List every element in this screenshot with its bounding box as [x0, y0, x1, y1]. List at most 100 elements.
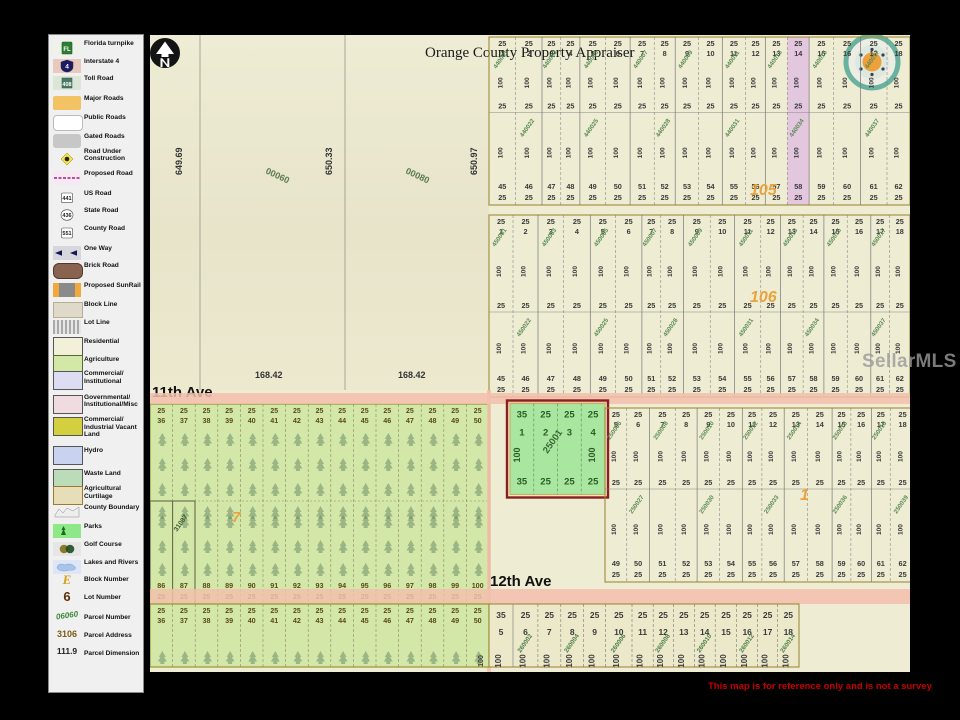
svg-text:100: 100	[612, 654, 621, 668]
svg-text:59: 59	[817, 182, 825, 191]
svg-text:44: 44	[338, 616, 346, 625]
svg-text:25: 25	[877, 478, 885, 487]
svg-text:100: 100	[837, 524, 844, 535]
svg-text:25: 25	[497, 385, 505, 394]
svg-text:25: 25	[589, 39, 597, 48]
svg-text:10: 10	[718, 227, 726, 236]
svg-text:25: 25	[894, 193, 902, 202]
svg-text:100: 100	[869, 147, 876, 158]
svg-text:45: 45	[497, 374, 505, 383]
svg-text:25: 25	[730, 193, 738, 202]
svg-text:100: 100	[875, 266, 882, 277]
svg-text:25: 25	[497, 217, 505, 226]
svg-text:100: 100	[787, 266, 794, 277]
svg-text:100: 100	[703, 524, 710, 535]
svg-text:51: 51	[638, 182, 646, 191]
svg-text:25: 25	[772, 102, 780, 111]
svg-text:59: 59	[837, 559, 845, 568]
svg-text:25: 25	[547, 217, 555, 226]
svg-text:100: 100	[717, 343, 724, 354]
svg-text:25: 25	[704, 478, 712, 487]
svg-text:25: 25	[831, 301, 839, 310]
svg-text:25: 25	[248, 408, 256, 415]
svg-text:FL: FL	[63, 47, 71, 53]
svg-text:106: 106	[750, 289, 777, 306]
svg-text:25: 25	[638, 39, 646, 48]
svg-text:100: 100	[876, 451, 883, 462]
svg-text:100: 100	[768, 524, 775, 535]
svg-text:2: 2	[543, 428, 548, 439]
svg-text:58: 58	[794, 182, 802, 191]
svg-text:25: 25	[588, 477, 599, 488]
svg-text:25: 25	[894, 39, 902, 48]
svg-text:25: 25	[564, 477, 575, 488]
svg-text:25: 25	[361, 608, 369, 615]
svg-text:25: 25	[590, 610, 600, 620]
svg-text:100: 100	[787, 343, 794, 354]
svg-text:62: 62	[899, 559, 907, 568]
svg-text:25: 25	[704, 410, 712, 419]
svg-text:25: 25	[614, 102, 622, 111]
svg-text:100: 100	[677, 654, 686, 668]
svg-text:54: 54	[727, 559, 736, 568]
svg-text:25: 25	[540, 477, 551, 488]
svg-text:50: 50	[474, 616, 482, 625]
svg-text:25: 25	[682, 478, 690, 487]
svg-text:100: 100	[894, 77, 901, 88]
svg-text:1: 1	[519, 428, 525, 439]
svg-text:100: 100	[698, 654, 707, 668]
svg-text:25: 25	[383, 608, 391, 615]
svg-text:100: 100	[611, 524, 618, 535]
svg-text:100: 100	[809, 266, 816, 277]
svg-text:25: 25	[270, 408, 278, 415]
svg-text:47: 47	[406, 616, 414, 625]
svg-text:100: 100	[497, 77, 504, 88]
svg-text:25: 25	[225, 408, 233, 415]
svg-text:40: 40	[248, 616, 256, 625]
svg-text:100: 100	[869, 77, 876, 88]
svg-text:58: 58	[809, 374, 817, 383]
svg-text:100: 100	[876, 524, 883, 535]
svg-text:25: 25	[525, 193, 533, 202]
svg-text:60: 60	[843, 182, 851, 191]
svg-text:100: 100	[542, 654, 551, 668]
svg-text:12: 12	[769, 420, 777, 429]
svg-text:25: 25	[614, 610, 624, 620]
svg-text:25: 25	[547, 39, 555, 48]
svg-text:100: 100	[611, 451, 618, 462]
svg-text:25: 25	[547, 193, 555, 202]
svg-text:53: 53	[693, 374, 701, 383]
svg-text:100: 100	[660, 77, 667, 88]
svg-text:100: 100	[743, 343, 750, 354]
svg-text:100: 100	[624, 343, 631, 354]
svg-text:25: 25	[599, 301, 607, 310]
svg-text:13: 13	[679, 627, 689, 637]
svg-text:25: 25	[474, 608, 482, 615]
svg-text:61: 61	[870, 182, 878, 191]
svg-text:25: 25	[816, 570, 824, 579]
svg-text:61: 61	[876, 374, 884, 383]
svg-text:100: 100	[768, 451, 775, 462]
svg-text:18: 18	[894, 49, 902, 58]
svg-text:25: 25	[361, 408, 369, 415]
svg-text:25: 25	[566, 39, 574, 48]
svg-text:100: 100	[842, 147, 849, 158]
svg-text:100: 100	[613, 77, 620, 88]
svg-text:100: 100	[681, 451, 688, 462]
svg-text:62: 62	[894, 182, 902, 191]
svg-text:100: 100	[646, 266, 653, 277]
svg-text:100: 100	[496, 343, 503, 354]
svg-text:47: 47	[547, 182, 555, 191]
svg-text:100: 100	[519, 654, 528, 668]
svg-text:25: 25	[769, 410, 777, 419]
svg-text:55: 55	[748, 559, 756, 568]
svg-text:9: 9	[592, 627, 597, 637]
svg-text:25: 25	[180, 408, 188, 415]
svg-text:25: 25	[661, 102, 669, 111]
svg-text:436: 436	[62, 213, 71, 219]
svg-text:100: 100	[816, 147, 823, 158]
svg-text:25: 25	[638, 193, 646, 202]
svg-text:25: 25	[876, 385, 884, 394]
svg-text:25: 25	[837, 570, 845, 579]
svg-text:25: 25	[521, 385, 529, 394]
